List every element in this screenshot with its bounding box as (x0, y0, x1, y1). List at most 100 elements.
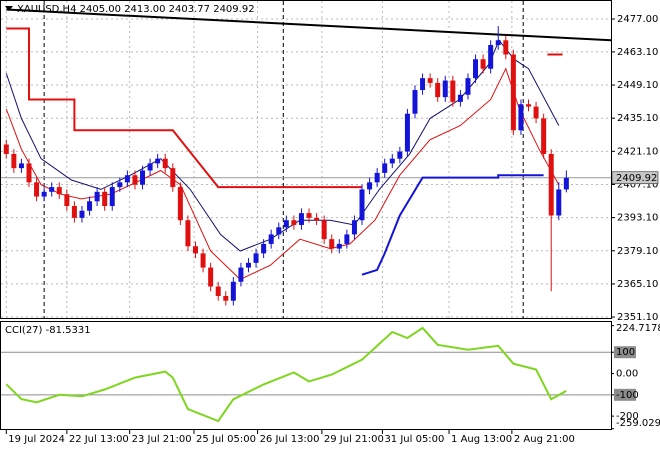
candle-body (556, 189, 562, 216)
candle-body (34, 182, 40, 197)
indicator-line (6, 8, 611, 42)
y-tick-label: 2421.10 (617, 146, 658, 157)
candle-body (367, 182, 373, 190)
candle-body (162, 158, 168, 169)
candle-body (374, 172, 380, 183)
candle-body (208, 267, 214, 287)
candle-body (26, 163, 32, 183)
x-tick-label: 23 Jul 21:00 (132, 434, 192, 445)
candle-body (465, 78, 471, 95)
candle-body (64, 194, 70, 207)
candle-body (71, 206, 77, 218)
candle-body (185, 220, 191, 247)
candle-body (389, 158, 395, 164)
candle-body (336, 243, 342, 249)
main-frame (0, 0, 612, 319)
candle-body (306, 213, 312, 218)
candle-body (276, 227, 282, 235)
candle-body (329, 239, 335, 249)
candle-body (457, 94, 463, 102)
x-tick-label: 26 Jul 13:00 (260, 434, 320, 445)
candle-body (359, 189, 365, 221)
candle-body (412, 90, 418, 114)
candle-body (117, 182, 123, 188)
level-box (614, 388, 636, 401)
candle-body (473, 59, 479, 79)
candle-body (155, 158, 161, 164)
candle-body (177, 187, 183, 221)
x-tick-label: 31 Jul 05:00 (384, 434, 444, 445)
y-tick-label: 2477.00 (617, 14, 658, 25)
candle-body (533, 106, 539, 119)
candle-body (344, 234, 350, 244)
candle-body (503, 40, 509, 55)
candle-body (253, 253, 259, 263)
candle-body (109, 187, 115, 207)
y-tick-label: 224.7178 (616, 323, 660, 334)
candle-body (49, 187, 55, 192)
cci-frame (0, 321, 612, 430)
cci-title: CCI(27) -81.5331 (5, 325, 91, 336)
y-tick-label: 2351.10 (617, 312, 658, 323)
candle-body (495, 40, 501, 46)
candle-body (94, 191, 100, 202)
y-tick-label: -100 (616, 390, 639, 401)
y-tick-label: 2463.10 (617, 47, 658, 58)
last-price-label: 2409.92 (616, 173, 657, 184)
candle-body (18, 163, 24, 169)
candle-body (87, 201, 93, 211)
candle-body (245, 262, 251, 268)
candle-body (132, 175, 138, 185)
candle-body (420, 78, 426, 91)
candle-body (518, 104, 524, 131)
candle-body (283, 220, 289, 228)
x-tick-label: 22 Jul 13:00 (69, 434, 129, 445)
candle-body (404, 113, 410, 152)
candle-body (147, 163, 153, 171)
candle-body (261, 243, 267, 254)
chart-title: XAUUSD,H4 2405.00 2413.00 2403.77 2409.9… (17, 4, 255, 15)
candle-body (102, 191, 108, 207)
candle-body (11, 153, 17, 169)
candle-body (541, 118, 547, 154)
candle-body (321, 220, 327, 240)
indicator-line (5, 67, 560, 280)
candle-body (3, 144, 9, 154)
cci-line (5, 326, 567, 423)
x-tick-label: 2 Aug 21:00 (514, 434, 575, 445)
candle-body (223, 295, 229, 301)
candle-body (200, 253, 206, 268)
y-tick-label: 2393.10 (617, 213, 658, 224)
candle-body (268, 234, 274, 244)
x-tick-label: 29 Jul 21:00 (324, 434, 384, 445)
candle-body (548, 153, 554, 216)
y-tick-label: 2449.10 (617, 80, 658, 91)
candle-body (442, 80, 448, 98)
cci-panel (1, 326, 611, 423)
level-box (614, 346, 636, 359)
candle-body (56, 187, 62, 195)
y-tick-label: 100 (616, 347, 635, 358)
candle-body (435, 82, 441, 98)
candle-body (298, 213, 304, 225)
y-tick-label: 2365.10 (617, 279, 658, 290)
x-tick-label: 19 Jul 2024 (8, 434, 65, 445)
candle-body (526, 104, 532, 107)
candle-body (79, 210, 85, 218)
candle-body (427, 78, 433, 83)
y-tick-label: 2407.10 (617, 179, 658, 190)
candle-body (314, 217, 320, 221)
candle-body (170, 168, 176, 188)
y-tick-label: 2379.10 (617, 246, 658, 257)
indicator-line (6, 27, 362, 189)
candle-body (450, 80, 456, 102)
candle-body (193, 246, 199, 254)
candle-body (510, 54, 516, 131)
y-tick-label: -259.0297 (616, 418, 660, 429)
x-tick-label: 1 Aug 13:00 (451, 434, 512, 445)
candle-body (480, 59, 486, 69)
candle-body (230, 281, 236, 301)
candle-body (215, 286, 221, 296)
